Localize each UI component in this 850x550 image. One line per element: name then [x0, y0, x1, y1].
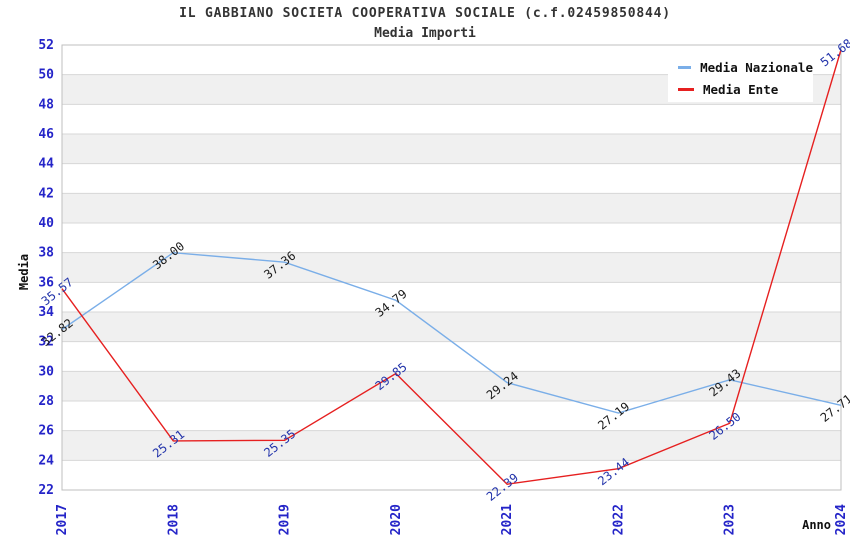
y-tick-label: 50: [38, 68, 54, 83]
plot-border: [61, 44, 842, 491]
x-tick-label: 2021: [500, 504, 515, 535]
y-tick-label: 44: [38, 157, 54, 172]
y-tick-label: 30: [38, 364, 54, 379]
x-tick-label: 2018: [166, 504, 181, 535]
y-tick-label: 48: [38, 97, 54, 112]
plot-band: [62, 460, 841, 490]
x-tick-label: 2020: [389, 504, 404, 535]
y-tick-label: 22: [38, 483, 54, 498]
plot-band: [62, 193, 841, 223]
x-tick-label: 2022: [611, 504, 626, 535]
plot-band: [62, 430, 841, 461]
media-ente-line-swatch: [678, 88, 694, 91]
plot-band: [62, 371, 841, 401]
plot-band: [62, 401, 841, 431]
series-line-media-nazionale: [61, 251, 842, 414]
y-tick-label: 40: [38, 216, 54, 231]
plot-band: [62, 163, 841, 194]
plot-band: [62, 252, 841, 283]
x-tick-label: 2019: [278, 504, 293, 535]
x-tick-label: 2017: [55, 504, 70, 535]
y-axis-title: Media: [17, 254, 31, 290]
x-axis-title: Anno: [802, 518, 831, 532]
series-line-media-ente: [61, 49, 842, 485]
y-tick-label: 32: [38, 335, 54, 350]
legend: Media Nazionale Media Ente: [668, 55, 813, 102]
plot-band: [62, 223, 841, 253]
y-tick-label: 34: [38, 305, 54, 320]
x-tick-label: 2023: [723, 504, 738, 535]
y-tick-label: 36: [38, 275, 54, 290]
media-nazionale-line-swatch: [678, 66, 692, 69]
y-tick-label: 26: [38, 424, 54, 439]
chart-title: IL GABBIANO SOCIETA COOPERATIVA SOCIALE …: [179, 6, 671, 21]
x-tick-label: 2024: [834, 504, 849, 535]
y-tick-label: 42: [38, 186, 54, 201]
y-tick-label: 24: [38, 453, 54, 468]
plot-band: [62, 134, 841, 164]
legend-label-media-nazionale: Media Nazionale: [700, 60, 813, 75]
legend-item-media-nazionale: Media Nazionale: [678, 60, 813, 75]
plot-band: [62, 104, 841, 134]
y-tick-label: 52: [38, 38, 54, 53]
y-tick-label: 38: [38, 246, 54, 261]
legend-label-media-ente: Media Ente: [703, 82, 779, 97]
plot-band: [62, 341, 841, 372]
y-tick-label: 28: [38, 394, 54, 409]
plot-band: [62, 312, 841, 342]
plot-band: [62, 282, 841, 312]
legend-item-media-ente: Media Ente: [678, 82, 813, 97]
y-tick-label: 46: [38, 127, 54, 142]
chart-subtitle: Media Importi: [374, 26, 476, 41]
